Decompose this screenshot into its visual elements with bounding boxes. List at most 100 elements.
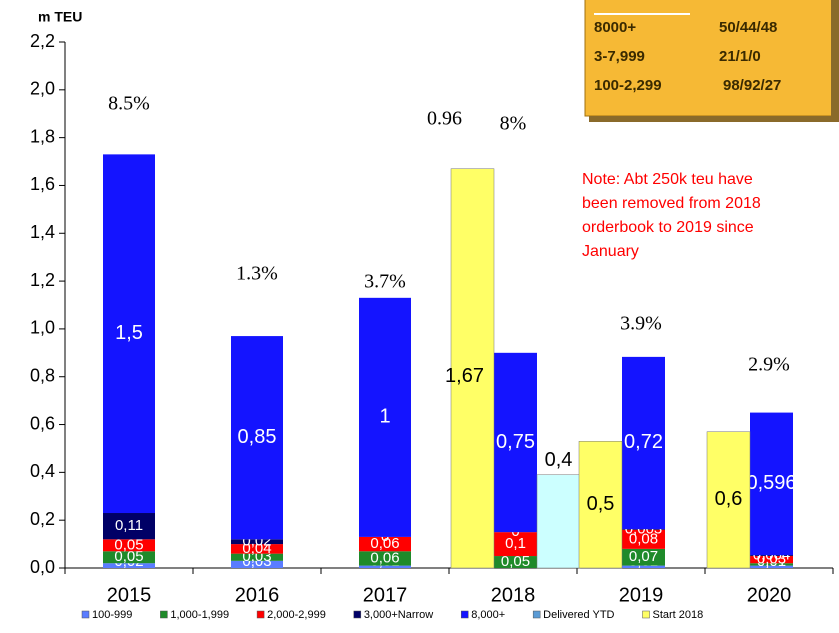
y-axis-label: m TEU [38,9,82,25]
bar-segment [359,536,411,552]
legend-swatch [532,610,541,619]
bar-segment [494,532,537,557]
bar-segment [622,565,665,568]
bar-segment [622,529,665,530]
info-value: 21/1/0 [719,48,761,65]
x-tick-label: 2020 [747,584,792,606]
y-tick-label: 0,0 [30,557,55,577]
legend-label: Delivered YTD [543,609,614,621]
data-label: 0,07 [629,548,658,565]
legend-label: 1,000-1,999 [170,609,229,621]
bar-segment [494,556,537,568]
legend-label: 2,000-2,999 [267,609,326,621]
y-tick-label: 2,0 [30,79,55,99]
note-line: January [582,243,639,260]
x-tick-label: 2017 [363,584,408,606]
x-tick-label: 2019 [619,584,664,606]
data-label: 0,08 [629,530,658,547]
bar [578,441,623,569]
info-box-shadow [831,0,839,120]
data-label: 0,5 [587,493,615,515]
data-label: 1,67 [445,365,484,387]
info-value: 98/92/27 [723,77,781,94]
growth-label: 1.3% [236,263,278,285]
bar-segment [622,548,665,566]
growth-label: 8% [500,113,527,135]
bar-segment [750,563,793,566]
growth-label: 3.9% [620,313,662,335]
bar-segment [359,565,411,568]
info-box-shadow [589,116,839,122]
data-label: 0,596 [746,472,796,494]
info-key: 3-7,999 [594,48,645,65]
bar [706,431,751,569]
legend-swatch [160,610,168,619]
bar-segment [103,154,155,514]
data-label: 0,6 [715,488,743,510]
y-tick-label: 2,2 [30,31,55,51]
legend-label: 100-999 [92,609,132,621]
data-label: 0,06 [370,549,399,566]
bar-segment [359,551,411,566]
bar-segment [359,297,411,537]
y-tick-label: 1,4 [30,222,55,242]
note-line: Note: Abt 250k teu have [582,171,753,188]
data-label: 0,05 [114,536,143,553]
y-tick-label: 1,2 [30,270,55,290]
legend-swatch [460,610,469,619]
bar-segment [231,553,283,561]
info-key: 100-2,299 [594,77,662,94]
bar-segment [622,529,665,549]
data-label: 0,4 [545,449,573,471]
note-line: been removed from 2018 [582,195,761,212]
bar-segment [231,544,283,554]
bar-segment [750,556,793,564]
bar-segment [103,551,155,564]
y-tick-label: 1,8 [30,126,55,146]
bar-segment [103,513,155,540]
bar [450,168,495,569]
bar-segment [103,563,155,568]
bar-segment [103,539,155,552]
y-tick-label: 0,4 [30,461,55,481]
y-tick-label: 1,6 [30,174,55,194]
bar-segment [231,336,283,540]
data-label: 0,72 [624,431,663,453]
bar [536,474,581,569]
legend-label: 8,000+ [471,609,505,621]
info-box [584,0,836,117]
growth-label: 3.7% [364,271,406,293]
data-label: 0,06 [370,535,399,552]
bar-segment [622,356,665,530]
growth-label: 2.9% [748,354,790,376]
legend-label: Start 2018 [653,609,704,621]
data-label: 0,05 [114,548,143,565]
x-tick-label: 2016 [235,584,280,606]
x-tick-label: 2015 [107,584,152,606]
legend-label: 3,000+Narrow [364,609,433,621]
x-tick-label: 2018 [491,584,536,606]
data-label: 0,75 [496,431,535,453]
bar-segment [750,412,793,556]
data-label: 0,11 [115,517,143,534]
data-label: 1 [379,406,390,428]
data-label: 0,85 [238,426,277,448]
y-tick-label: 0,2 [30,509,55,529]
bar-segment [231,539,283,545]
bar-segment [231,560,283,568]
legend-swatch [642,610,650,619]
info-value: 50/44/48 [719,19,777,36]
bar-segment [750,555,793,557]
y-tick-label: 0,6 [30,413,55,433]
data-label: 0,1 [505,535,526,552]
annotation: 0.96 [427,108,462,130]
bar-segment [494,352,537,533]
data-label: 1,5 [115,322,143,344]
note-line: orderbook to 2019 since [582,219,754,236]
data-label: 0,05 [501,553,530,570]
legend-swatch [81,610,90,619]
y-tick-label: 1,0 [30,318,55,338]
legend-swatch [256,610,265,619]
data-label: 0,04 [242,540,271,557]
